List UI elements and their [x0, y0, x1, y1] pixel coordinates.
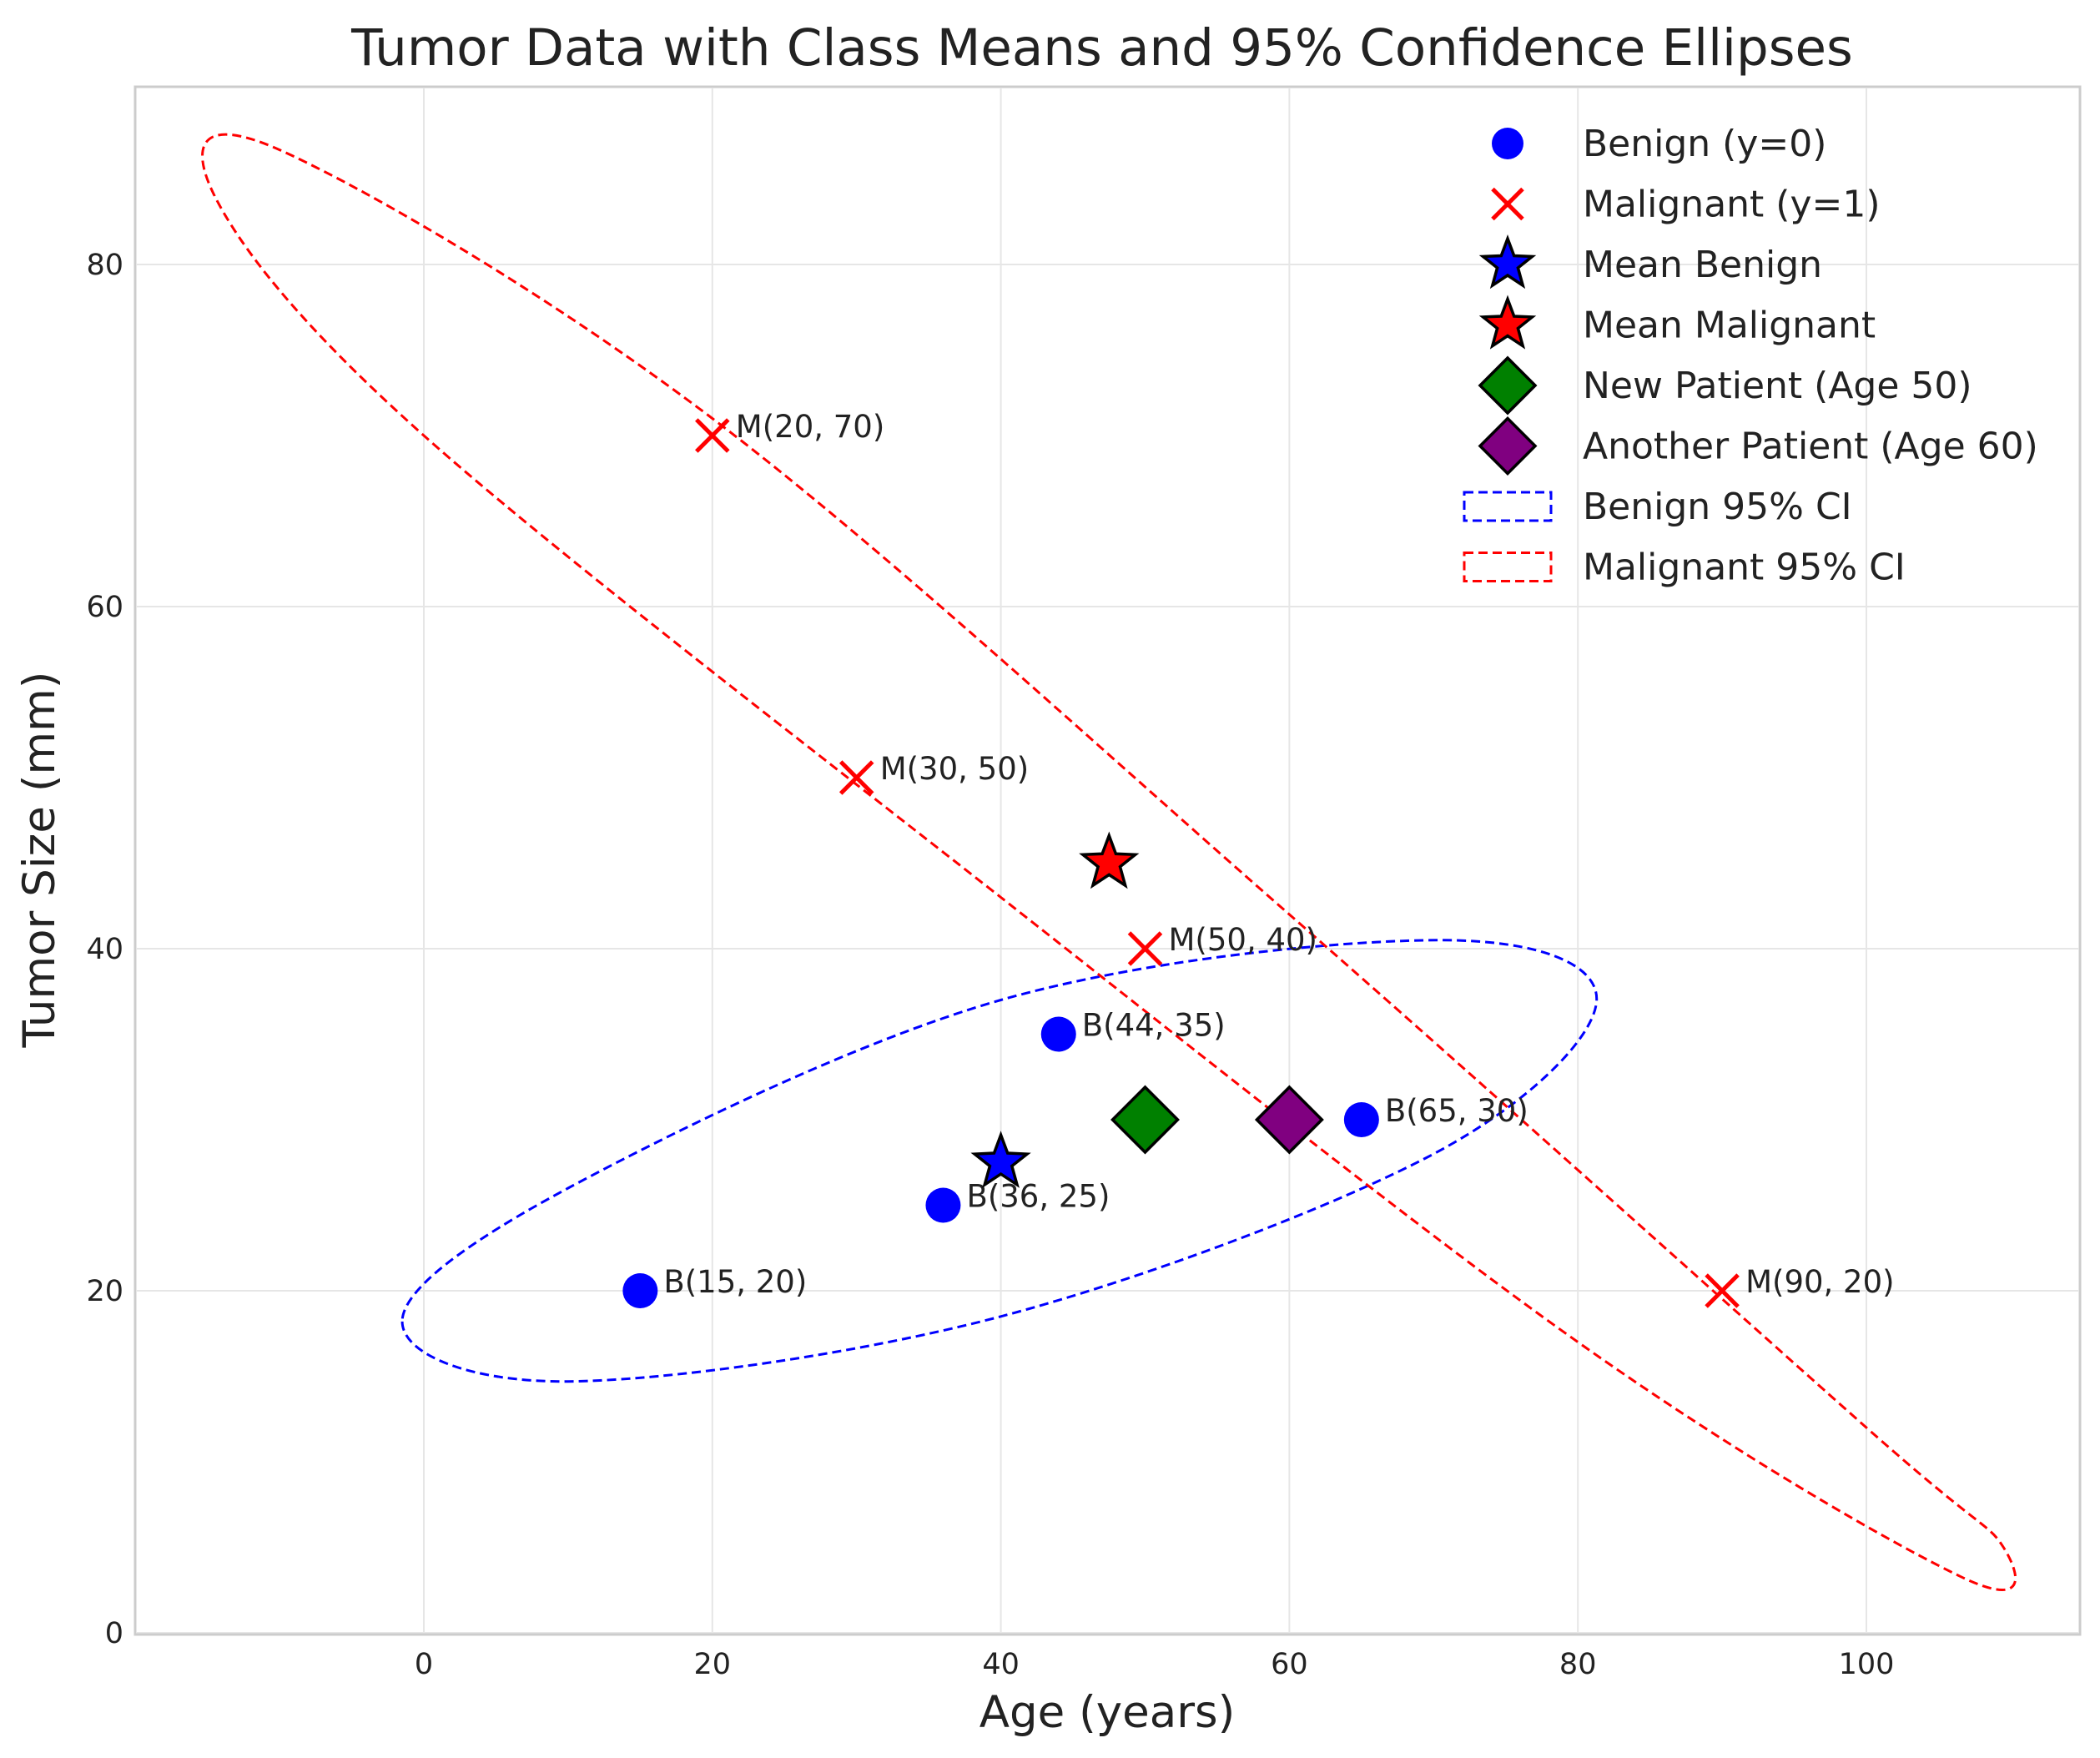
legend-item: Malignant 95% CI: [1463, 547, 1906, 589]
legend-mean-benign-swatch: [1478, 234, 1537, 290]
legend-label: Benign 95% CI: [1583, 486, 1852, 528]
malignant-y-1-point: [1705, 1273, 1740, 1308]
point-label: M(90, 20): [1745, 1264, 1894, 1300]
legend-label: Mean Malignant: [1583, 305, 1876, 347]
mean-malignant-point: [1079, 831, 1140, 889]
point-label: M(20, 70): [736, 409, 884, 445]
benign-y-0-point: [925, 1187, 961, 1223]
legend-benign-95-ci-swatch: [1463, 491, 1553, 522]
legend-label: Malignant 95% CI: [1583, 547, 1906, 589]
x-tick-label: 100: [1839, 1648, 1895, 1681]
legend-item: Another Patient (Age 60): [1478, 416, 2038, 476]
benign-y-0-point: [1343, 1102, 1379, 1137]
legend-mean-malignant-swatch: [1478, 295, 1537, 350]
legend-label: Malignant (y=1): [1583, 184, 1881, 226]
plot-frame: [133, 85, 2082, 1636]
point-label: B(65, 30): [1385, 1093, 1528, 1129]
legend-item: Mean Malignant: [1478, 295, 1876, 350]
another-patient-age-60-point: [1254, 1085, 1324, 1155]
y-tick-label: 20: [86, 1275, 123, 1308]
point-label: M(30, 50): [880, 751, 1029, 787]
legend-benign-y-0-swatch: [1492, 128, 1523, 159]
legend-new-patient-age-50-swatch: [1478, 355, 1538, 416]
point-label: M(50, 40): [1169, 922, 1317, 958]
point-label: B(44, 35): [1082, 1008, 1226, 1044]
legend: Benign (y=0) Malignant (y=1) Mean Benign Me…: [1463, 123, 2038, 589]
malignant-95-ci-ellipse: [201, 133, 2017, 1592]
x-tick-label: 0: [415, 1648, 433, 1681]
legend-label: Mean Benign: [1583, 244, 1822, 286]
benign-y-0-point: [622, 1273, 658, 1308]
new-patient-age-50-point: [1110, 1085, 1180, 1155]
malignant-y-1-point: [838, 760, 874, 795]
malignant-y-1-point-stroke-b: [838, 760, 874, 795]
legend-item: Benign (y=0): [1492, 123, 1826, 165]
legend-label: New Patient (Age 50): [1583, 365, 1972, 407]
malignant-y-1-point-stroke-b: [1705, 1273, 1740, 1308]
malignant-y-1-point-stroke-b: [695, 418, 730, 453]
legend-malignant-y-1-swatch-stroke-b: [1491, 187, 1524, 221]
x-tick-label: 80: [1559, 1648, 1597, 1681]
y-tick-label: 40: [86, 933, 123, 966]
x-tick-label: 60: [1271, 1648, 1308, 1681]
y-tick-label: 80: [86, 249, 123, 282]
x-axis-label: Age (years): [979, 1687, 1236, 1738]
legend-item: Mean Benign: [1478, 234, 1822, 290]
point-label: B(15, 20): [663, 1264, 807, 1300]
legend-malignant-y-1-swatch: [1491, 187, 1524, 221]
point-label: B(36, 25): [966, 1179, 1110, 1215]
legend-item: Malignant (y=1): [1491, 184, 1881, 226]
grid: [137, 88, 2078, 1634]
legend-another-patient-age-60-swatch: [1478, 416, 1538, 476]
malignant-y-1-point: [1127, 931, 1163, 966]
confidence-ellipses: [201, 133, 2017, 1592]
benign-y-0-point: [1040, 1016, 1076, 1052]
legend-item: Benign 95% CI: [1463, 486, 1852, 528]
y-tick-label: 60: [86, 591, 123, 624]
y-tick-label: 0: [105, 1617, 123, 1650]
x-tick-label: 20: [694, 1648, 732, 1681]
malignant-y-1-point: [695, 418, 730, 453]
legend-label: Another Patient (Age 60): [1583, 426, 2038, 468]
benign-95-ci-ellipse: [400, 939, 1599, 1383]
malignant-y-1-point-stroke-b: [1127, 931, 1163, 966]
mean-benign-point: [970, 1131, 1031, 1188]
y-axis-label: Tumor Size (mm): [14, 672, 65, 1049]
axis-ticks: 0 20 40 60 80 100 0 20 40 60 80: [86, 249, 1894, 1681]
legend-label: Benign (y=0): [1583, 123, 1826, 165]
data-points: B(15, 20) B(36, 25) B(44, 35) B(65, 30) M(20…: [622, 409, 1895, 1308]
x-tick-label: 40: [982, 1648, 1020, 1681]
legend-item: New Patient (Age 50): [1478, 355, 1972, 416]
chart-title: Tumor Data with Class Means and 95% Conf…: [350, 18, 1853, 78]
legend-malignant-95-ci-swatch: [1463, 552, 1553, 582]
